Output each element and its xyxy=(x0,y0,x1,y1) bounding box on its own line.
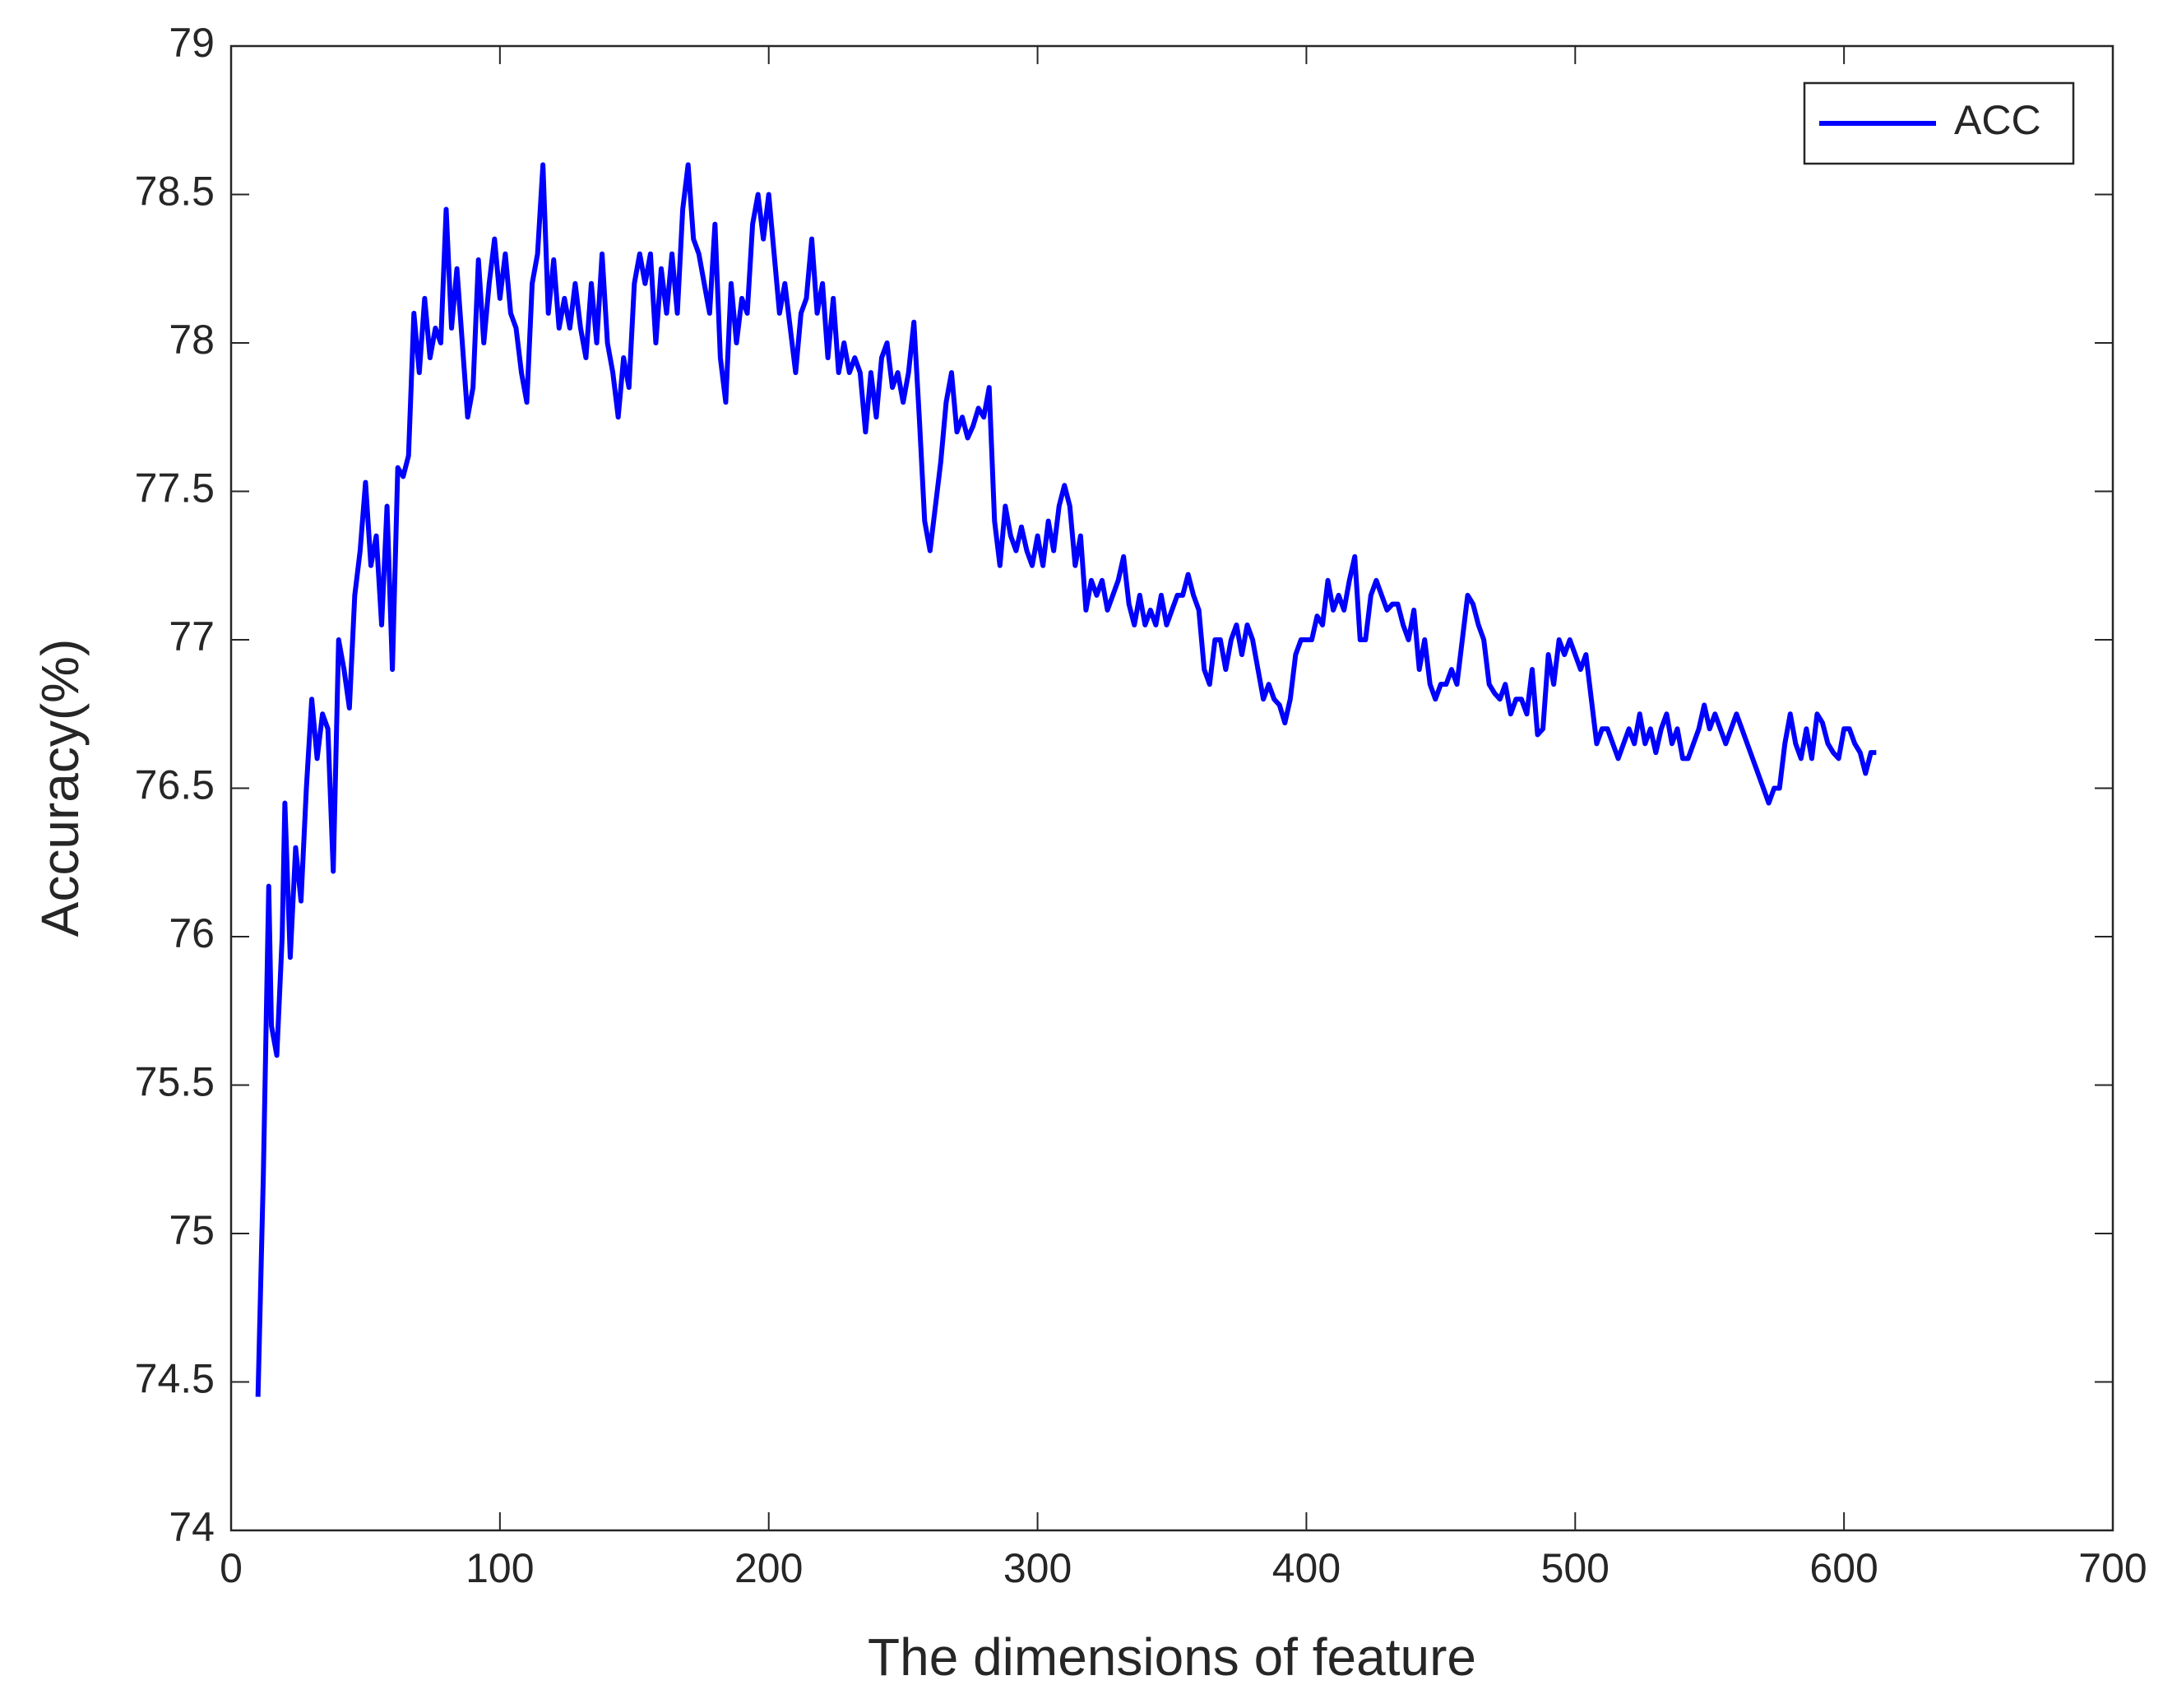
x-tick-label: 300 xyxy=(1003,1545,1072,1591)
x-tick-label: 500 xyxy=(1541,1545,1610,1591)
x-tick-label: 100 xyxy=(465,1545,534,1591)
y-tick-label: 74 xyxy=(169,1504,215,1550)
y-tick-label: 77 xyxy=(169,613,215,660)
x-tick-label: 200 xyxy=(734,1545,803,1591)
x-tick-label: 0 xyxy=(220,1545,243,1591)
y-tick-label: 79 xyxy=(169,20,215,66)
y-tick-label: 77.5 xyxy=(135,465,215,511)
y-tick-label: 75.5 xyxy=(135,1059,215,1105)
x-tick-label: 400 xyxy=(1272,1545,1341,1591)
y-tick-label: 74.5 xyxy=(135,1356,215,1402)
data-line xyxy=(255,162,1877,1397)
y-tick-label: 76.5 xyxy=(135,762,215,808)
y-axis-label: Accuracy(%) xyxy=(30,639,90,937)
legend-label: ACC xyxy=(1954,97,2041,143)
x-axis-label: The dimensions of feature xyxy=(868,1627,1476,1687)
y-tick-label: 76 xyxy=(169,910,215,956)
y-tick-label: 78 xyxy=(169,317,215,363)
x-tick-label: 600 xyxy=(1809,1545,1878,1591)
x-tick-label: 700 xyxy=(2078,1545,2147,1591)
plot-frame xyxy=(229,44,2114,1532)
y-tick-label: 78.5 xyxy=(135,169,215,215)
y-tick-label: 75 xyxy=(169,1207,215,1253)
